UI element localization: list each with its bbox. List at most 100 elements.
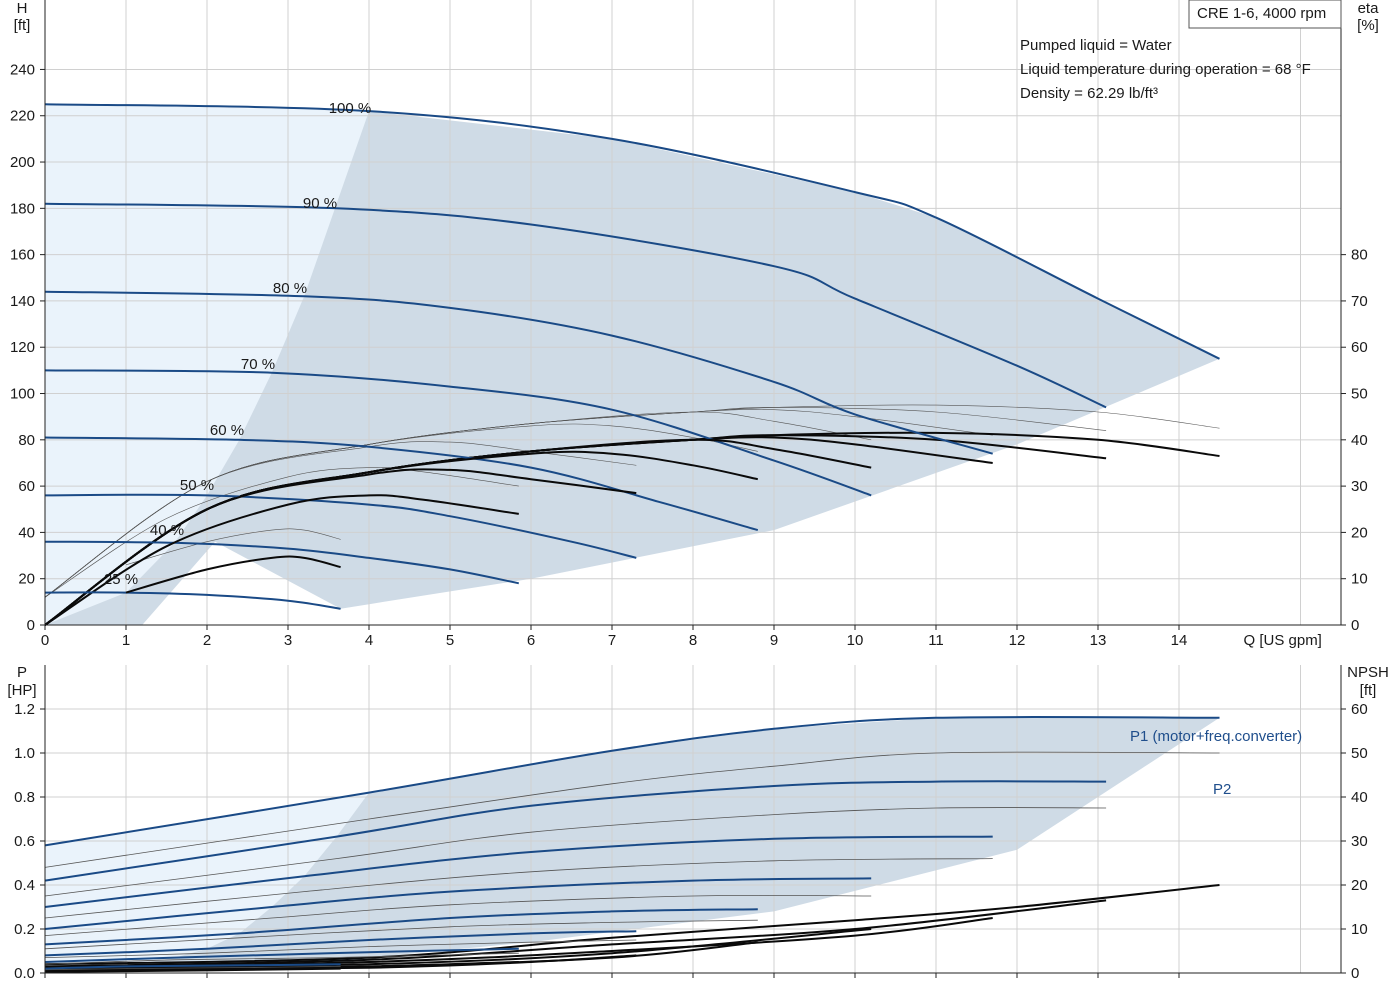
power-chart-p2-curve bbox=[44, 751, 1220, 868]
power-chart-ytick-label: 1.0 bbox=[14, 745, 35, 762]
head-chart-y2tick-label: 10 bbox=[1351, 571, 1368, 588]
power-chart-p2-curve bbox=[44, 966, 341, 971]
head-chart-ytick-label: 80 bbox=[18, 432, 35, 449]
head-chart-xlabel: Q [US gpm] bbox=[1244, 632, 1322, 649]
power-chart: 0.0 0.2 0.4 0.6 0.8 1.0 1.2 0 10 20 30 40 50 60 P[HP] N… bbox=[7, 664, 1388, 982]
head-chart-y2tick-label: 80 bbox=[1351, 247, 1368, 264]
head-chart-speed-label: 60 % bbox=[210, 422, 244, 439]
power-chart-npsh-curve bbox=[44, 899, 1107, 968]
head-chart-xtick-label: 9 bbox=[770, 632, 778, 649]
power-chart-y2tick-label: 10 bbox=[1351, 921, 1368, 938]
power-chart-p1-curve bbox=[44, 716, 1220, 847]
head-chart-ytick-label: 20 bbox=[18, 571, 35, 588]
head-chart-xtick-label: 7 bbox=[608, 632, 616, 649]
info-temperature: Liquid temperature during operation = 68… bbox=[1020, 61, 1311, 78]
head-chart-xtick-label: 14 bbox=[1171, 632, 1188, 649]
power-chart-y2label: NPSH bbox=[1347, 664, 1389, 681]
head-chart-xtick-label: 5 bbox=[446, 632, 454, 649]
head-chart-head-curve bbox=[44, 591, 341, 610]
head-chart-speed-label: 25 % bbox=[104, 571, 138, 588]
power-chart-p2-curve bbox=[44, 807, 1107, 897]
power-chart-npsh-curve bbox=[44, 928, 872, 970]
head-chart-xtick-label: 0 bbox=[41, 632, 49, 649]
power-chart-y2tick-label: 60 bbox=[1351, 701, 1368, 718]
head-chart-head-curve bbox=[44, 369, 872, 497]
head-chart-xtick-label: 11 bbox=[928, 632, 944, 649]
head-chart-y2tick-label: 50 bbox=[1351, 386, 1368, 403]
head-chart-ytick-label: 240 bbox=[10, 61, 35, 78]
power-chart-p2-curve bbox=[44, 952, 519, 965]
power-chart-y2tick-label: 20 bbox=[1351, 877, 1368, 894]
info-liquid: Pumped liquid = Water bbox=[1020, 37, 1172, 54]
head-chart-xtick-label: 4 bbox=[365, 632, 373, 649]
head-chart-y2tick-label: 20 bbox=[1351, 524, 1368, 541]
power-chart-p1-curve bbox=[44, 835, 993, 908]
legend-p2: P2 bbox=[1213, 781, 1231, 798]
power-chart-ytick-label: 0.2 bbox=[14, 921, 35, 938]
head-chart-ylabel: H bbox=[17, 0, 28, 17]
head-chart-ytick-label: 180 bbox=[10, 200, 35, 217]
head-chart-speed-label: 90 % bbox=[303, 195, 337, 212]
head-chart-head-curve bbox=[44, 103, 1220, 360]
head-chart-speed-label: 100 % bbox=[329, 100, 372, 117]
head-chart-ylabel-unit: [ft] bbox=[14, 17, 31, 34]
power-chart-ylabel-unit: [HP] bbox=[7, 682, 36, 699]
head-chart-y2tick-label: 30 bbox=[1351, 478, 1368, 495]
power-chart-npsh-curve bbox=[44, 884, 1220, 966]
head-chart-head-curve bbox=[44, 493, 637, 559]
power-chart-p1-curve bbox=[44, 877, 872, 930]
head-chart-operating-region bbox=[45, 104, 1220, 625]
head-chart-xtick-label: 1 bbox=[122, 632, 130, 649]
power-chart-npsh-curve bbox=[44, 967, 341, 973]
power-chart-ytick-label: 0.0 bbox=[14, 965, 35, 982]
head-chart-y2tick-label: 60 bbox=[1351, 339, 1368, 356]
head-chart-speed-label: 50 % bbox=[180, 477, 214, 494]
head-chart-ytick-label: 200 bbox=[10, 154, 35, 171]
head-chart-head-curve bbox=[44, 290, 993, 455]
head-chart-ytick-label: 160 bbox=[10, 247, 35, 264]
power-chart-p1-curve bbox=[44, 780, 1107, 882]
power-chart-ytick-label: 0.6 bbox=[14, 833, 35, 850]
head-chart-y2label-unit: [%] bbox=[1357, 17, 1379, 34]
power-chart-ytick-label: 1.2 bbox=[14, 701, 35, 718]
power-chart-operating-region bbox=[45, 717, 1220, 969]
head-chart-xtick-label: 10 bbox=[847, 632, 864, 649]
power-chart-p1-curve bbox=[44, 947, 519, 963]
head-chart-ytick-label: 120 bbox=[10, 339, 35, 356]
head-chart-y2tick-label: 70 bbox=[1351, 293, 1368, 310]
power-chart-y2tick-label: 40 bbox=[1351, 789, 1368, 806]
power-chart-y2label-unit: [ft] bbox=[1360, 682, 1377, 699]
head-chart-head-curve bbox=[44, 202, 1107, 409]
power-chart-p2-curve bbox=[44, 939, 637, 958]
head-chart-xtick-label: 6 bbox=[527, 632, 535, 649]
head-chart-ytick-label: 220 bbox=[10, 108, 35, 125]
head-chart-helper-curve bbox=[125, 528, 341, 566]
head-chart-ytick-label: 60 bbox=[18, 478, 35, 495]
head-chart-head-curve bbox=[44, 540, 519, 585]
head-chart-speed-label: 70 % bbox=[241, 356, 275, 373]
head-chart-y2tick-label: 40 bbox=[1351, 432, 1368, 449]
power-chart-ylabel: P bbox=[17, 664, 27, 681]
head-chart-helper-curve bbox=[44, 467, 519, 598]
head-chart-xtick-label: 13 bbox=[1090, 632, 1107, 649]
head-chart: 100 %90 %80 %70 %60 %50 %40 %25 %0204060… bbox=[10, 0, 1379, 649]
head-chart-head-curve bbox=[44, 436, 759, 532]
head-chart-speed-label: 80 % bbox=[273, 280, 307, 297]
power-chart-ytick-label: 0.4 bbox=[14, 877, 35, 894]
head-chart-xtick-label: 3 bbox=[284, 632, 292, 649]
power-chart-p2-curve bbox=[44, 858, 993, 919]
head-chart-y2tick-label: 0 bbox=[1351, 617, 1359, 634]
power-chart-y2tick-label: 0 bbox=[1351, 965, 1359, 982]
head-chart-xtick-label: 8 bbox=[689, 632, 697, 649]
power-chart-y2tick-label: 30 bbox=[1351, 833, 1368, 850]
power-chart-p1-curve bbox=[44, 908, 758, 946]
legend-p1: P1 (motor+freq.converter) bbox=[1130, 728, 1302, 745]
head-chart-ytick-label: 100 bbox=[10, 386, 35, 403]
head-chart-ytick-label: 40 bbox=[18, 524, 35, 541]
power-chart-p1-curve bbox=[44, 930, 637, 957]
power-chart-p2-curve bbox=[44, 894, 872, 936]
head-chart-helper-curve bbox=[44, 441, 637, 598]
head-chart-ytick-label: 140 bbox=[10, 293, 35, 310]
head-chart-ytick-label: 0 bbox=[27, 617, 35, 634]
